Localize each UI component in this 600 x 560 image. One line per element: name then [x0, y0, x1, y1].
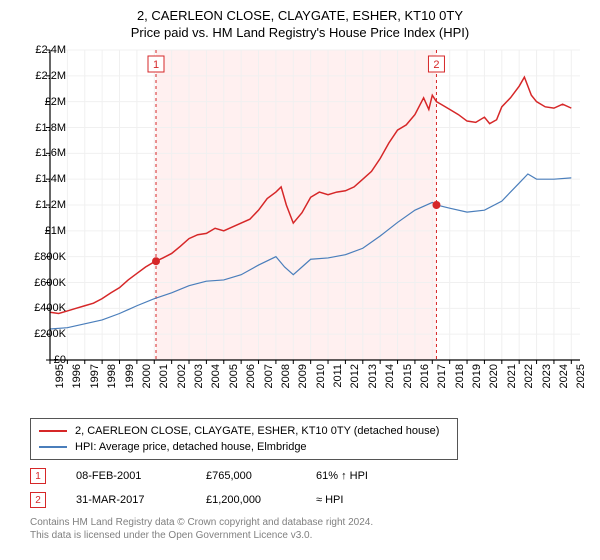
y-tick-label: £1M [20, 225, 66, 237]
x-tick-label: 2019 [471, 364, 483, 404]
y-tick-label: £200K [20, 328, 66, 340]
annotation-date: 31-MAR-2017 [76, 494, 206, 506]
y-tick-label: £400K [20, 302, 66, 314]
x-tick-label: 2003 [193, 364, 205, 404]
x-tick-label: 1998 [106, 364, 118, 404]
y-tick-label: £1.8M [20, 122, 66, 134]
legend-swatch [39, 446, 67, 448]
x-tick-label: 2013 [367, 364, 379, 404]
y-tick-label: £1.6M [20, 147, 66, 159]
x-tick-label: 2024 [558, 364, 570, 404]
svg-text:1: 1 [153, 59, 159, 71]
footer-line1: Contains HM Land Registry data © Crown c… [30, 516, 373, 529]
y-tick-label: £2.2M [20, 70, 66, 82]
x-tick-label: 2001 [158, 364, 170, 404]
footer-line2: This data is licensed under the Open Gov… [30, 529, 373, 542]
annotation-date: 08-FEB-2001 [76, 470, 206, 482]
annotation-price: £765,000 [206, 470, 316, 482]
x-tick-label: 2008 [280, 364, 292, 404]
annotation-row: 2 31-MAR-2017£1,200,000≈ HPI [30, 488, 446, 512]
x-tick-label: 2015 [402, 364, 414, 404]
annotation-table: 1 08-FEB-2001£765,00061% ↑ HPI 2 31-MAR-201… [30, 464, 446, 512]
line-chart: 12 [50, 50, 580, 360]
x-tick-label: 1999 [124, 364, 136, 404]
legend-swatch [39, 430, 67, 432]
x-tick-label: 2017 [436, 364, 448, 404]
annotation-pct: ≈ HPI [316, 494, 446, 506]
chart-container: 2, CAERLEON CLOSE, CLAYGATE, ESHER, KT10… [0, 0, 600, 560]
legend-item: HPI: Average price, detached house, Elmb… [39, 439, 449, 455]
footer-attribution: Contains HM Land Registry data © Crown c… [30, 516, 373, 542]
svg-text:2: 2 [433, 59, 439, 71]
x-tick-label: 2012 [349, 364, 361, 404]
y-tick-label: £800K [20, 251, 66, 263]
y-tick-label: £1.2M [20, 199, 66, 211]
x-tick-label: 2005 [228, 364, 240, 404]
legend-item: 2, CAERLEON CLOSE, CLAYGATE, ESHER, KT10… [39, 423, 449, 439]
x-tick-label: 2023 [541, 364, 553, 404]
chart-title: 2, CAERLEON CLOSE, CLAYGATE, ESHER, KT10… [0, 0, 600, 23]
x-tick-label: 1997 [89, 364, 101, 404]
y-tick-label: £2.4M [20, 44, 66, 56]
x-tick-label: 2011 [332, 364, 344, 404]
annotation-marker: 2 [30, 492, 46, 508]
y-tick-label: £1.4M [20, 173, 66, 185]
annotation-price: £1,200,000 [206, 494, 316, 506]
x-tick-label: 1995 [54, 364, 66, 404]
x-tick-label: 2009 [297, 364, 309, 404]
x-tick-label: 2022 [523, 364, 535, 404]
x-tick-label: 2000 [141, 364, 153, 404]
x-tick-label: 2007 [263, 364, 275, 404]
x-tick-label: 2010 [315, 364, 327, 404]
x-tick-label: 2006 [245, 364, 257, 404]
x-tick-label: 2018 [454, 364, 466, 404]
x-tick-label: 2016 [419, 364, 431, 404]
legend-label: HPI: Average price, detached house, Elmb… [75, 441, 307, 453]
x-tick-label: 2025 [575, 364, 587, 404]
x-tick-label: 1996 [71, 364, 83, 404]
annotation-pct: 61% ↑ HPI [316, 470, 446, 482]
legend: 2, CAERLEON CLOSE, CLAYGATE, ESHER, KT10… [30, 418, 458, 460]
annotation-row: 1 08-FEB-2001£765,00061% ↑ HPI [30, 464, 446, 488]
x-tick-label: 2014 [384, 364, 396, 404]
x-tick-label: 2004 [210, 364, 222, 404]
annotation-marker: 1 [30, 468, 46, 484]
x-tick-label: 2021 [506, 364, 518, 404]
x-tick-label: 2020 [488, 364, 500, 404]
chart-subtitle: Price paid vs. HM Land Registry's House … [0, 23, 600, 40]
y-tick-label: £600K [20, 277, 66, 289]
legend-label: 2, CAERLEON CLOSE, CLAYGATE, ESHER, KT10… [75, 425, 439, 437]
y-tick-label: £2M [20, 96, 66, 108]
x-tick-label: 2002 [176, 364, 188, 404]
